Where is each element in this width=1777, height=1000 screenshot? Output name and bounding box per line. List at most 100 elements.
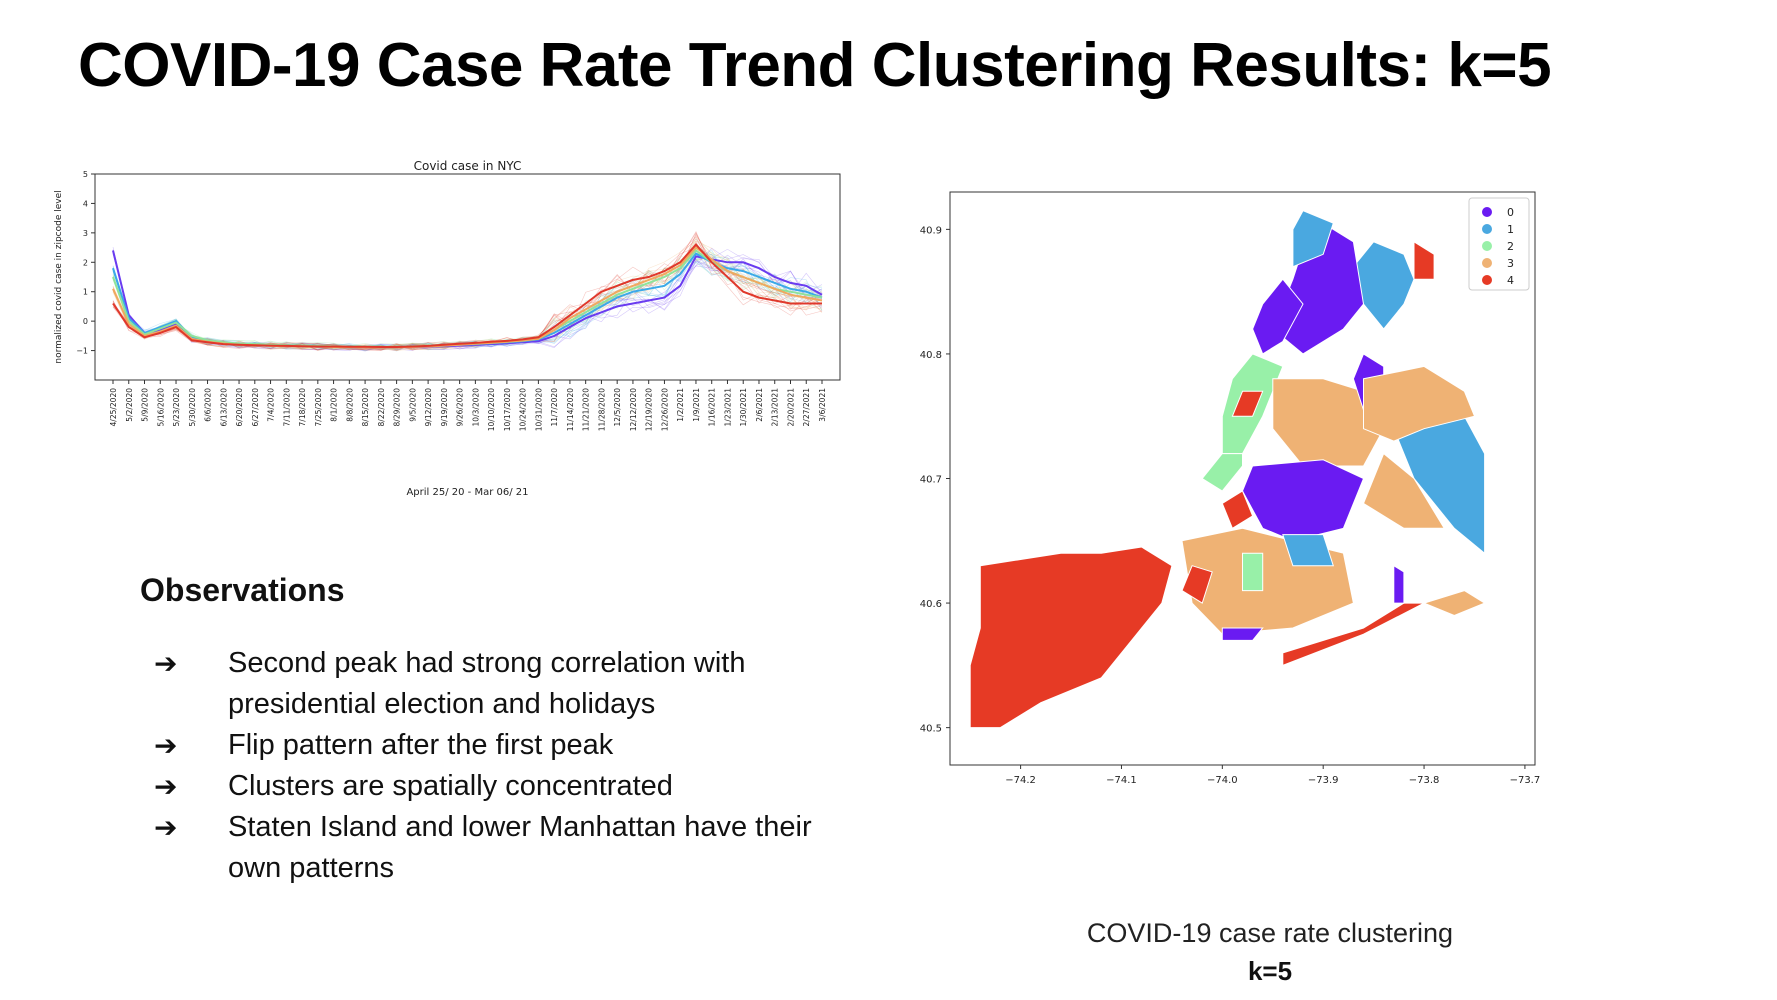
observation-item: ➔ Second peak had strong correlation with… bbox=[150, 643, 850, 725]
x-tick-label: −73.8 bbox=[1409, 775, 1440, 786]
map-region bbox=[1282, 534, 1334, 567]
observation-text: Flip pattern after the first peak bbox=[228, 729, 614, 761]
x-tick-label: 5/30/2020 bbox=[188, 388, 197, 427]
y-tick-label: 5 bbox=[83, 170, 88, 179]
x-tick-label: 1/30/2021 bbox=[739, 388, 748, 427]
x-tick-label: 2/27/2021 bbox=[802, 388, 811, 427]
x-tick-label: 7/18/2020 bbox=[298, 388, 307, 427]
x-tick-label: 9/19/2020 bbox=[440, 388, 449, 427]
map-region bbox=[1362, 452, 1446, 529]
legend-label: 4 bbox=[1507, 274, 1514, 287]
x-tick-label: 8/8/2020 bbox=[345, 388, 354, 422]
slide-title: COVID-19 Case Rate Trend Clustering Resu… bbox=[78, 31, 1552, 100]
x-tick-label: 2/6/2021 bbox=[755, 388, 764, 422]
x-axis-label: April 25/ 20 - Mar 06/ 21 bbox=[406, 487, 528, 498]
map-region bbox=[1363, 365, 1476, 442]
map-region bbox=[1231, 390, 1264, 417]
x-tick-label: 11/14/2020 bbox=[566, 388, 575, 431]
observations-heading: Observations bbox=[140, 572, 345, 608]
arrow-right-icon: ➔ bbox=[154, 770, 178, 803]
x-tick-label: 12/26/2020 bbox=[660, 388, 669, 431]
map-region bbox=[1393, 415, 1486, 555]
map-caption: COVID-19 case rate clustering bbox=[1086, 918, 1454, 948]
x-tick-label: 5/2/2020 bbox=[125, 388, 134, 422]
x-tick-label: 12/5/2020 bbox=[613, 388, 622, 427]
x-tick-label: 10/3/2020 bbox=[471, 388, 480, 427]
x-tick-label: 3/6/2021 bbox=[818, 388, 827, 422]
x-tick-label: 10/10/2020 bbox=[487, 388, 496, 431]
x-tick-label: 11/7/2020 bbox=[550, 388, 559, 427]
y-tick-label: 40.6 bbox=[920, 599, 942, 610]
map-region bbox=[1422, 590, 1486, 617]
x-tick-label: 1/9/2021 bbox=[692, 388, 701, 422]
background-trajectory bbox=[112, 250, 823, 352]
legend-marker bbox=[1482, 224, 1492, 234]
map-region bbox=[1393, 564, 1405, 604]
observation-item: ➔ Staten Island and lower Manhattan have … bbox=[150, 807, 850, 889]
x-tick-label: 8/15/2020 bbox=[361, 388, 370, 427]
x-tick-label: 1/23/2021 bbox=[723, 388, 732, 427]
x-tick-label: 10/24/2020 bbox=[519, 388, 528, 431]
line-chart: Covid case in NYC 5 4 3 2 1 0 −1 4/25/2020 5/2/20… bbox=[45, 159, 875, 520]
legend-marker bbox=[1482, 275, 1492, 285]
map-region bbox=[1242, 552, 1264, 592]
map-region bbox=[1252, 278, 1304, 355]
y-tick-label: 2 bbox=[83, 258, 88, 267]
x-tick-label: 6/6/2020 bbox=[204, 388, 213, 422]
legend-label: 1 bbox=[1507, 223, 1514, 236]
x-tick-label: 5/23/2020 bbox=[172, 388, 181, 427]
legend-label: 3 bbox=[1507, 257, 1514, 270]
map-region bbox=[1272, 378, 1385, 467]
x-tick-label: 12/19/2020 bbox=[645, 388, 654, 431]
x-tick-label: 8/1/2020 bbox=[330, 388, 339, 422]
y-tick-label: 40.9 bbox=[920, 225, 942, 236]
x-tick-label: −74.1 bbox=[1106, 775, 1137, 786]
y-tick-label: 40.8 bbox=[920, 350, 942, 361]
legend-label: 2 bbox=[1507, 240, 1514, 253]
legend-label: 0 bbox=[1507, 206, 1514, 219]
map-region bbox=[1201, 453, 1243, 492]
x-tick-label: 7/25/2020 bbox=[314, 388, 323, 427]
observation-text: Second peak had strong correlation with … bbox=[228, 647, 746, 720]
x-tick-label: 1/16/2021 bbox=[708, 388, 717, 427]
map-region bbox=[1181, 565, 1213, 604]
observation-item: ➔ Flip pattern after the first peak bbox=[150, 725, 850, 766]
x-tick-label: 1/2/2021 bbox=[676, 388, 685, 422]
map-region bbox=[969, 546, 1173, 729]
y-tick-label: 3 bbox=[83, 229, 88, 238]
observation-text: Clusters are spatially concentrated bbox=[228, 770, 673, 802]
x-tick-label: −73.9 bbox=[1308, 775, 1339, 786]
map-legend: 0 1 2 3 4 bbox=[1468, 197, 1530, 291]
x-tick-label: 5/16/2020 bbox=[156, 388, 165, 427]
x-tick-label: 6/27/2020 bbox=[251, 388, 260, 427]
x-tick-label: 11/21/2020 bbox=[582, 388, 591, 431]
x-tick-label: −73.7 bbox=[1510, 775, 1541, 786]
x-tick-label: 10/17/2020 bbox=[503, 388, 512, 431]
x-tick-label: 9/12/2020 bbox=[424, 388, 433, 427]
arrow-right-icon: ➔ bbox=[154, 729, 178, 762]
x-tick-label: −74.0 bbox=[1207, 775, 1238, 786]
map-caption-subtitle: k=5 bbox=[1247, 956, 1293, 986]
chart-title: Covid case in NYC bbox=[414, 160, 522, 173]
y-tick-label: −1 bbox=[76, 347, 88, 356]
series-line bbox=[112, 243, 822, 348]
x-tick-label: 7/11/2020 bbox=[282, 388, 291, 427]
y-tick-label: 40.7 bbox=[920, 475, 942, 486]
x-tick-label: 6/20/2020 bbox=[235, 388, 244, 427]
x-tick-label: 12/12/2020 bbox=[629, 388, 638, 431]
x-tick-label: 8/22/2020 bbox=[377, 388, 386, 427]
y-tick-label: 4 bbox=[83, 199, 88, 208]
y-axis-label: normalized covid case in zipcode level bbox=[54, 190, 64, 363]
x-tick-label: 5/9/2020 bbox=[141, 388, 150, 422]
arrow-right-icon: ➔ bbox=[154, 647, 178, 680]
x-tick-label: 8/29/2020 bbox=[393, 388, 402, 427]
x-tick-label: 11/28/2020 bbox=[597, 388, 606, 431]
y-tick-label: 0 bbox=[83, 317, 88, 326]
map-region bbox=[1292, 210, 1334, 268]
cluster-map-svg: −74.2 −74.1 −74.0 −73.9 −73.8 −73.740.940.840… bbox=[920, 191, 1541, 786]
x-tick-label: 2/20/2021 bbox=[786, 388, 795, 427]
y-tick-label: 40.5 bbox=[920, 724, 942, 735]
x-tick-label: 9/26/2020 bbox=[456, 388, 465, 427]
x-tick-label: 6/13/2020 bbox=[219, 388, 228, 427]
legend-marker bbox=[1482, 241, 1492, 251]
